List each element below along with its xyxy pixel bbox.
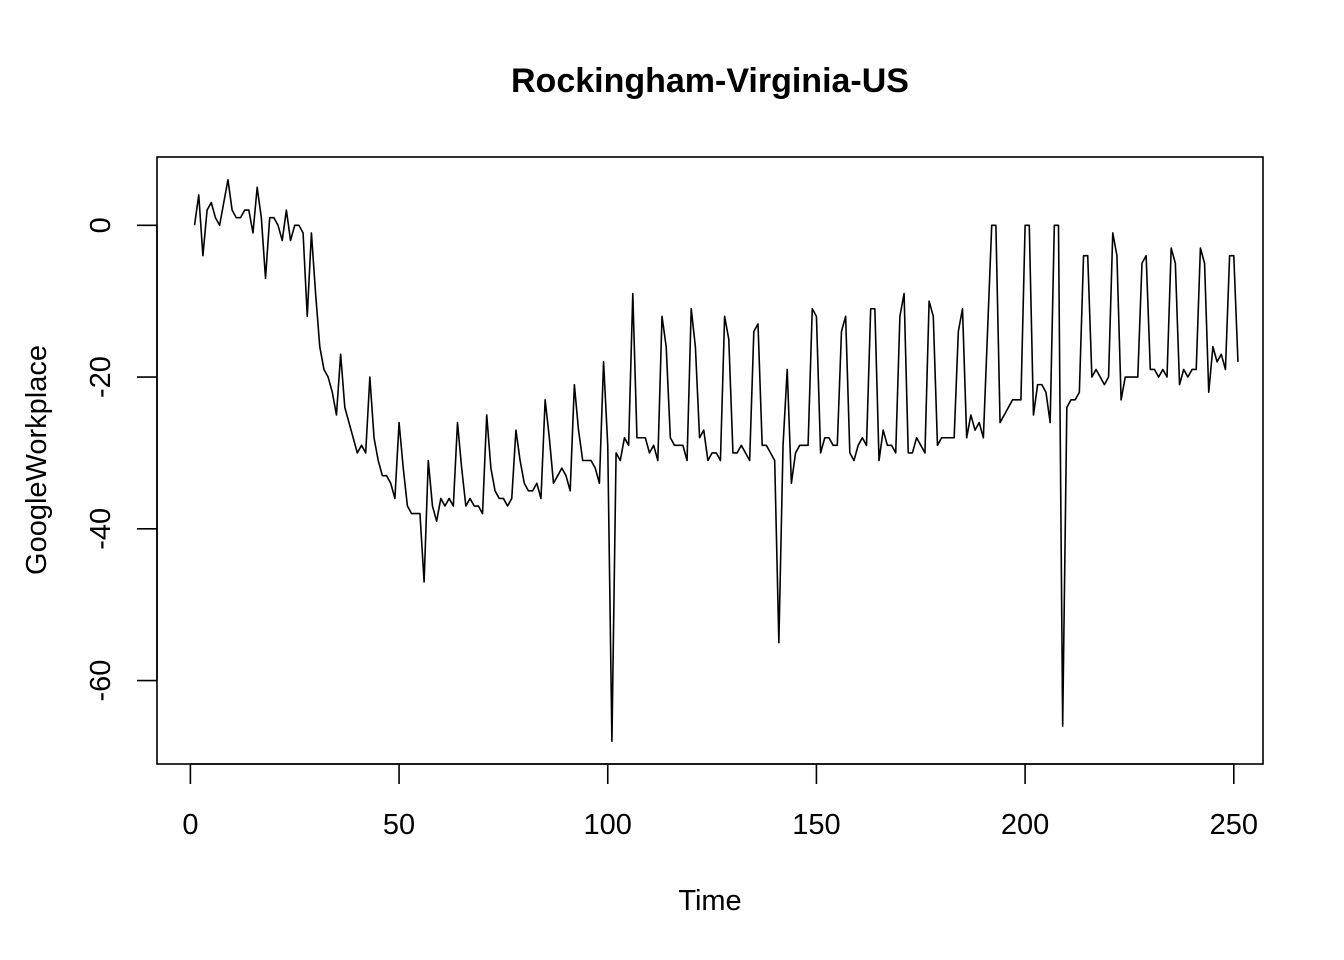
x-tick-label: 0 [182, 809, 198, 841]
y-axis-label: GoogleWorkplace [21, 345, 53, 575]
chart-title: Rockingham-Virginia-US [511, 62, 909, 100]
y-tick-label: -40 [85, 508, 117, 550]
x-tick-label: 100 [584, 809, 632, 841]
x-axis: 0 50 100 150 200 250 [182, 763, 1258, 841]
y-axis: 0 -20 -40 -60 [85, 217, 158, 702]
x-tick-label: 200 [1001, 809, 1049, 841]
plot-frame [156, 156, 1264, 765]
y-tick-label: -60 [85, 660, 117, 702]
y-tick-label: 0 [85, 217, 117, 233]
y-tick-label: -20 [85, 356, 117, 398]
x-tick-label: 250 [1210, 809, 1258, 841]
series-line [193, 178, 1239, 743]
x-axis-label: Time [678, 885, 741, 917]
x-tick-label: 50 [383, 809, 415, 841]
x-tick-label: 150 [792, 809, 840, 841]
